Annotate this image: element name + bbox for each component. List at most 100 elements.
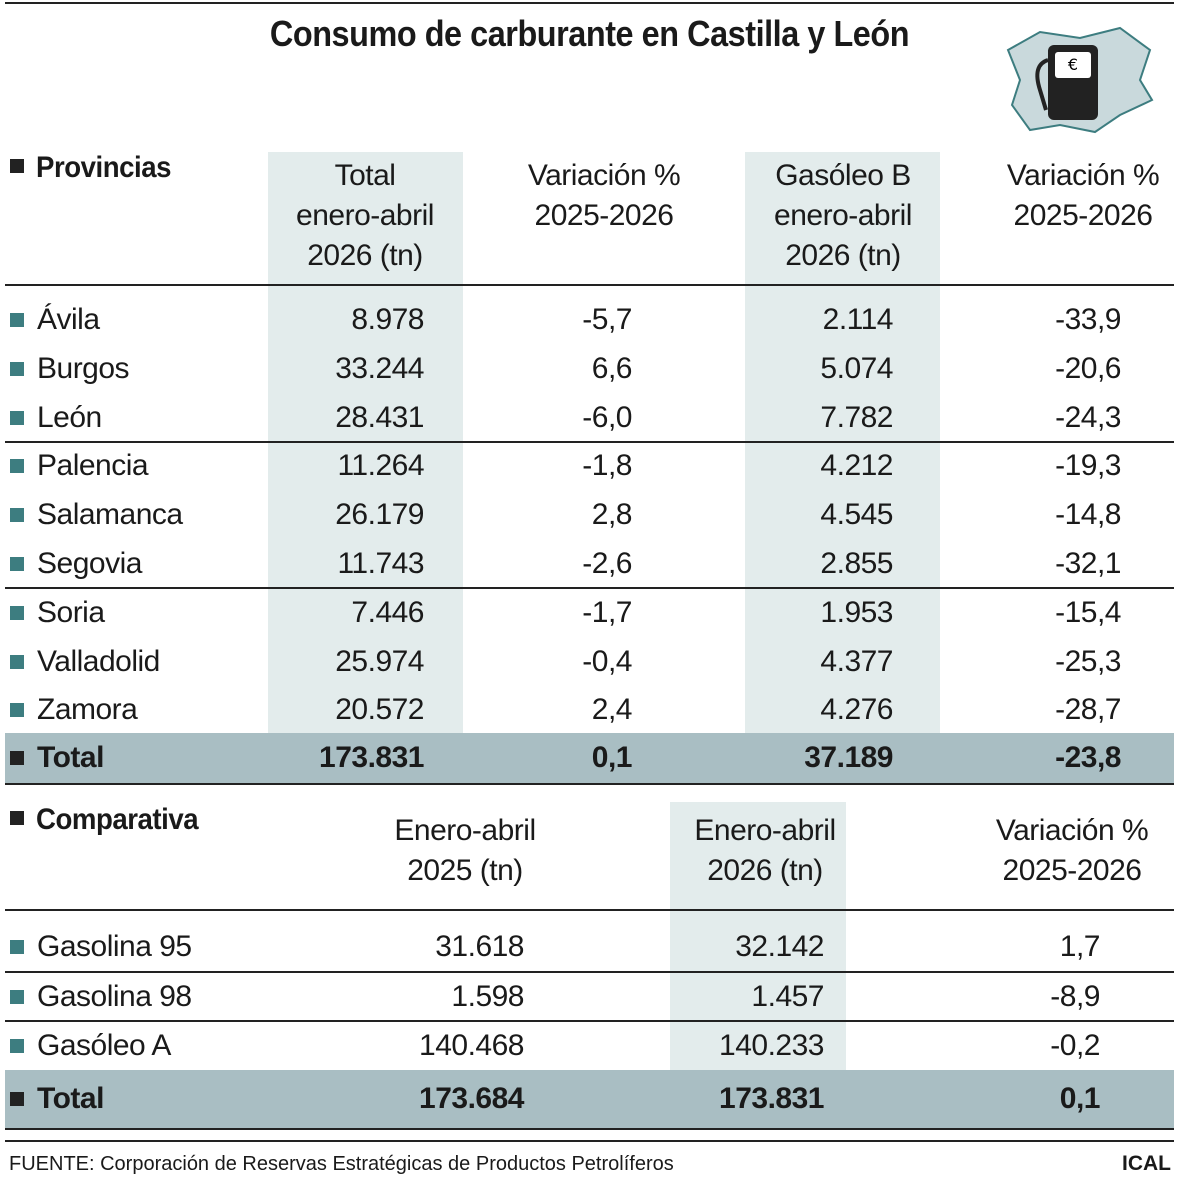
cell: 5.074 [820,351,893,385]
cell: -25,3 [1055,644,1121,678]
rule [5,2,1174,4]
column-header: Enero-abril [694,814,836,847]
bullet [10,1092,24,1106]
cell: 20.572 [335,693,424,727]
row-label: León [37,400,102,434]
cell: 1.598 [451,979,524,1013]
rule [5,909,1174,911]
cell: 4.276 [820,693,893,727]
total-band [5,733,1174,783]
cell: 32.142 [735,930,824,963]
column-header: 2025-2026 [534,199,674,232]
bullet [10,410,24,425]
row-label: Palencia [37,449,149,483]
cell: -0,4 [582,644,632,678]
section-heading: Provincias [36,151,172,184]
row-label: Zamora [37,693,138,727]
cell: -8,9 [1050,979,1100,1013]
fuel-icon: € [1006,26,1154,134]
column-header: Total [334,159,396,192]
cell: -6,0 [582,400,632,434]
cell: -1,7 [582,595,632,629]
row-label: Burgos [37,351,130,385]
cell: 140.468 [419,1029,524,1062]
row-label: Valladolid [37,644,160,678]
cell: -2,6 [582,547,632,580]
bullet [10,1039,24,1053]
cell: 173.684 [419,1082,524,1115]
cell: 2.114 [822,303,894,336]
bullet [10,811,24,825]
rule [5,971,1174,973]
cell: 33.244 [335,351,424,385]
bullet [10,703,24,718]
column-header: Gasóleo B [775,159,911,192]
row-label: Total [37,741,104,774]
row-label: Gasóleo A [37,1029,171,1062]
bullet [10,361,24,376]
svg-text:€: € [1068,55,1078,74]
column-header: enero-abril [296,199,434,232]
cell: 6,6 [591,351,633,385]
cell: -14,8 [1055,498,1121,532]
bullet [10,989,24,1004]
column-header: 2026 (tn) [307,239,423,272]
bullet [10,940,24,954]
cell: 11.743 [337,547,424,580]
rule [5,1020,1174,1022]
cell: -15,4 [1055,595,1121,629]
rule [5,783,1174,785]
rule [5,1140,1174,1142]
cell: 1.953 [820,595,893,629]
cell: 8.978 [351,303,424,336]
section-heading: Comparativa [36,803,199,836]
cell: 0,1 [1059,1082,1101,1115]
column-header: 2025-2026 [1002,854,1142,887]
cell: -23,8 [1055,741,1121,774]
cell: 173.831 [719,1082,824,1115]
cell: -28,7 [1055,693,1121,727]
row-label: Salamanca [37,498,183,532]
cell: -1,8 [582,449,632,483]
bullet [10,508,24,523]
cell: 1.457 [751,979,824,1013]
cell: 2,4 [591,693,633,727]
cell: 2,8 [591,498,633,532]
bullet [10,313,24,327]
column-header: enero-abril [774,199,912,232]
rule [5,1128,1174,1130]
cell: 28.431 [335,400,424,434]
cell: 4.212 [820,449,893,483]
column-header: 2026 (tn) [707,854,823,887]
cell: 0,1 [591,741,633,774]
rule [5,587,1174,589]
row-label: Soria [37,595,105,629]
cell: 37.189 [804,741,893,774]
rule [5,284,1174,286]
total-band [5,1070,1174,1128]
brand: ICAL [1122,1152,1171,1175]
rule [5,441,1174,443]
column-header: Variación % [1006,159,1160,192]
bullet [10,557,24,571]
cell: -32,1 [1055,547,1121,580]
column-header: Enero-abril [394,814,536,847]
cell: 7.446 [351,595,424,629]
cell: 140.233 [719,1029,824,1062]
row-label: Total [37,1082,104,1115]
column-header: Variación % [995,814,1149,847]
title: Consumo de carburante en Castilla y León [269,13,910,54]
cell: 26.179 [335,498,424,532]
bullet [10,654,24,669]
cell: 173.831 [319,741,424,774]
row-label: Gasolina 98 [37,979,192,1013]
cell: 1,7 [1059,930,1101,963]
column-header: 2026 (tn) [785,239,901,272]
bullet [10,751,24,765]
source: FUENTE: Corporación de Reservas Estratég… [9,1153,674,1175]
column-header: 2025 (tn) [407,854,523,887]
cell: -24,3 [1055,400,1121,434]
row-label: Gasolina 95 [37,930,192,963]
cell: -19,3 [1055,449,1121,483]
